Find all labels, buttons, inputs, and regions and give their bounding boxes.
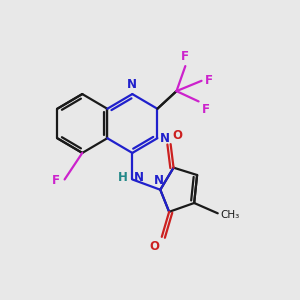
Text: F: F (52, 174, 60, 188)
Text: N: N (127, 77, 137, 91)
Text: CH₃: CH₃ (220, 210, 239, 220)
Text: N: N (154, 174, 164, 187)
Text: N: N (160, 132, 170, 145)
Text: O: O (149, 240, 159, 253)
Text: O: O (172, 129, 182, 142)
Text: N: N (134, 172, 144, 184)
Text: F: F (202, 103, 209, 116)
Text: F: F (205, 74, 213, 87)
Text: H: H (118, 172, 128, 184)
Text: F: F (181, 50, 189, 62)
